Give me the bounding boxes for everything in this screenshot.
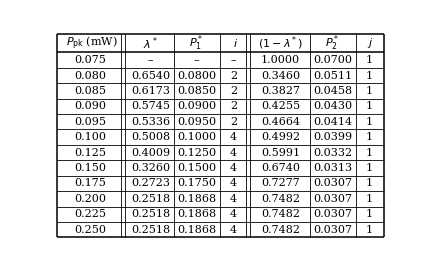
Text: 4: 4 xyxy=(230,225,237,235)
Text: 4: 4 xyxy=(230,148,237,158)
Text: 0.0307: 0.0307 xyxy=(313,178,352,188)
Text: 0.0307: 0.0307 xyxy=(313,209,352,219)
Text: 1: 1 xyxy=(366,86,373,96)
Text: 0.1868: 0.1868 xyxy=(177,194,216,204)
Text: 0.4009: 0.4009 xyxy=(131,148,170,158)
Text: 0.090: 0.090 xyxy=(74,101,106,111)
Text: $P_1^*$: $P_1^*$ xyxy=(189,34,204,53)
Text: 0.0900: 0.0900 xyxy=(177,101,216,111)
Text: 0.3260: 0.3260 xyxy=(131,163,170,173)
Text: 0.1000: 0.1000 xyxy=(177,132,216,142)
Text: $(1 - \lambda^*)$: $(1 - \lambda^*)$ xyxy=(258,35,303,52)
Text: 1: 1 xyxy=(366,209,373,219)
Text: 0.0332: 0.0332 xyxy=(313,148,352,158)
Text: 1: 1 xyxy=(366,132,373,142)
Text: $i$: $i$ xyxy=(233,37,238,49)
Text: 0.1500: 0.1500 xyxy=(177,163,216,173)
Text: 0.250: 0.250 xyxy=(74,225,106,235)
Text: 0.5745: 0.5745 xyxy=(131,101,170,111)
Text: 0.5991: 0.5991 xyxy=(261,148,300,158)
Text: 0.6540: 0.6540 xyxy=(131,70,170,80)
Text: 0.100: 0.100 xyxy=(74,132,106,142)
Text: 0.3460: 0.3460 xyxy=(261,70,300,80)
Text: 0.1250: 0.1250 xyxy=(177,148,216,158)
Text: 0.2723: 0.2723 xyxy=(131,178,170,188)
Text: 2: 2 xyxy=(230,101,237,111)
Text: 0.6740: 0.6740 xyxy=(261,163,300,173)
Text: 0.095: 0.095 xyxy=(74,117,106,127)
Text: 4: 4 xyxy=(230,163,237,173)
Text: 4: 4 xyxy=(230,178,237,188)
Text: 2: 2 xyxy=(230,117,237,127)
Text: 4: 4 xyxy=(230,194,237,204)
Text: 0.085: 0.085 xyxy=(74,86,106,96)
Text: 0.1868: 0.1868 xyxy=(177,209,216,219)
Text: 0.0700: 0.0700 xyxy=(313,55,352,65)
Text: 4: 4 xyxy=(230,132,237,142)
Text: 0.4255: 0.4255 xyxy=(261,101,300,111)
Text: 2: 2 xyxy=(230,70,237,80)
Text: 0.7482: 0.7482 xyxy=(261,209,300,219)
Text: 0.0950: 0.0950 xyxy=(177,117,216,127)
Text: 0.175: 0.175 xyxy=(74,178,106,188)
Text: 0.4664: 0.4664 xyxy=(261,117,300,127)
Text: 1: 1 xyxy=(366,148,373,158)
Text: 0.1868: 0.1868 xyxy=(177,225,216,235)
Text: 1: 1 xyxy=(366,55,373,65)
Text: 0.150: 0.150 xyxy=(74,163,106,173)
Text: 1: 1 xyxy=(366,101,373,111)
Text: 0.2518: 0.2518 xyxy=(131,194,170,204)
Text: 0.5336: 0.5336 xyxy=(131,117,170,127)
Text: 0.0800: 0.0800 xyxy=(177,70,216,80)
Text: 1: 1 xyxy=(366,163,373,173)
Text: 0.200: 0.200 xyxy=(74,194,106,204)
Text: 1.0000: 1.0000 xyxy=(261,55,300,65)
Text: 1: 1 xyxy=(366,178,373,188)
Text: $P_{\rm pk}$ (mW): $P_{\rm pk}$ (mW) xyxy=(66,35,118,52)
Text: 0.0430: 0.0430 xyxy=(313,101,352,111)
Text: 0.7482: 0.7482 xyxy=(261,225,300,235)
Text: $P_2^*$: $P_2^*$ xyxy=(326,34,340,53)
Text: 0.7482: 0.7482 xyxy=(261,194,300,204)
Text: 1: 1 xyxy=(366,194,373,204)
Text: 0.1750: 0.1750 xyxy=(177,178,216,188)
Text: 0.3827: 0.3827 xyxy=(261,86,300,96)
Text: $\lambda^*$: $\lambda^*$ xyxy=(143,35,158,52)
Text: 0.075: 0.075 xyxy=(74,55,106,65)
Text: 0.4992: 0.4992 xyxy=(261,132,300,142)
Text: 0.0313: 0.0313 xyxy=(313,163,352,173)
Text: 0.0307: 0.0307 xyxy=(313,225,352,235)
Text: 0.0458: 0.0458 xyxy=(313,86,352,96)
Text: $j$: $j$ xyxy=(366,36,373,50)
Text: 0.0850: 0.0850 xyxy=(177,86,216,96)
Text: 0.0414: 0.0414 xyxy=(313,117,352,127)
Text: 0.225: 0.225 xyxy=(74,209,106,219)
Text: 0.0307: 0.0307 xyxy=(313,194,352,204)
Text: 1: 1 xyxy=(366,225,373,235)
Text: 0.0399: 0.0399 xyxy=(313,132,352,142)
Text: 0.0511: 0.0511 xyxy=(313,70,352,80)
Text: 0.2518: 0.2518 xyxy=(131,225,170,235)
Text: 1: 1 xyxy=(366,70,373,80)
Text: 0.080: 0.080 xyxy=(74,70,106,80)
Text: 0.6173: 0.6173 xyxy=(131,86,170,96)
Text: –: – xyxy=(147,55,153,65)
Text: –: – xyxy=(194,55,200,65)
Text: 0.125: 0.125 xyxy=(74,148,106,158)
Text: –: – xyxy=(231,55,237,65)
Text: 4: 4 xyxy=(230,209,237,219)
Text: 0.7277: 0.7277 xyxy=(261,178,300,188)
Text: 1: 1 xyxy=(366,117,373,127)
Text: 0.2518: 0.2518 xyxy=(131,209,170,219)
Text: 2: 2 xyxy=(230,86,237,96)
Text: 0.5008: 0.5008 xyxy=(131,132,170,142)
